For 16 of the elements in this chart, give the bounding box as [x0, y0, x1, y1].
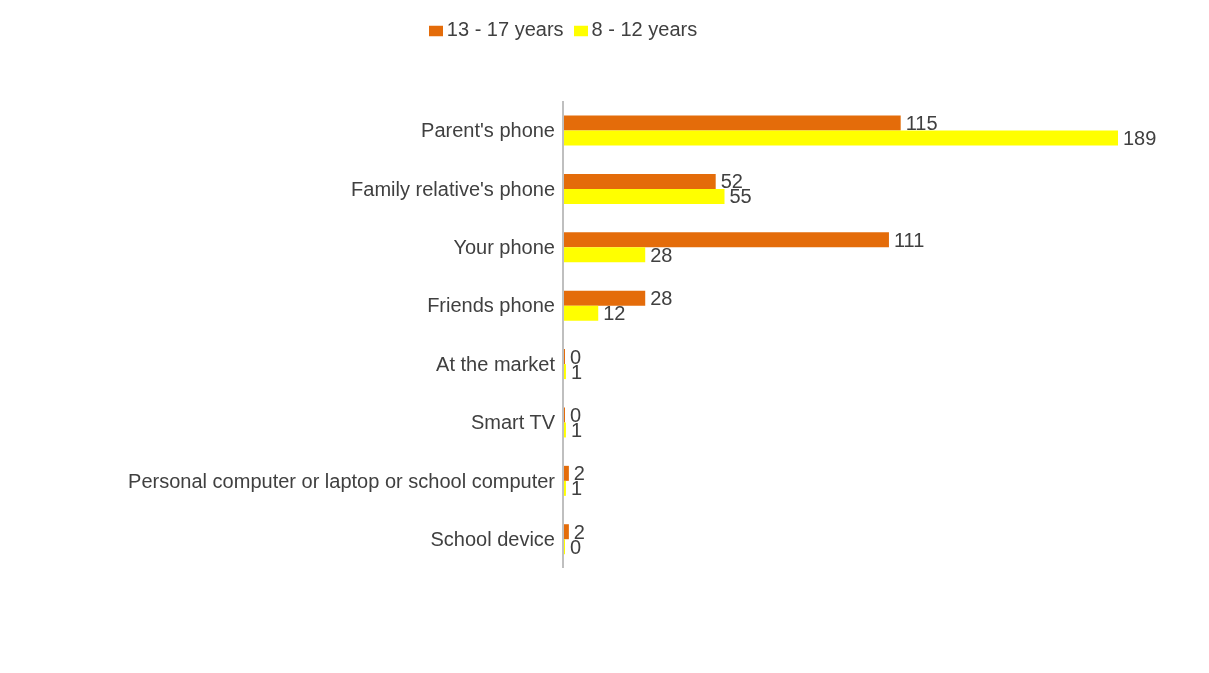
data-label: 111 [893, 228, 925, 251]
data-label: 12 [603, 302, 626, 325]
data-label: 28 [650, 287, 673, 310]
y-tick-label: Personal computer or laptop or school computer [128, 469, 556, 492]
legend-label: 13 - 17 years [446, 18, 564, 40]
y-tick-label: Parent's phone [421, 119, 555, 142]
y-tick-label: At the market [436, 352, 556, 375]
data-label: 28 [650, 243, 673, 266]
data-label: 115 [905, 112, 938, 135]
y-tick-label: Your phone [453, 236, 555, 259]
legend-label: 8 - 12 years [591, 18, 698, 40]
data-label: 189 [1123, 127, 1157, 150]
y-tick-label: Family relative's phone [351, 177, 555, 200]
y-tick-label: School device [430, 527, 555, 550]
y-tick-label: Friends phone [427, 294, 555, 317]
y-tick-label: Smart TV [470, 411, 556, 434]
